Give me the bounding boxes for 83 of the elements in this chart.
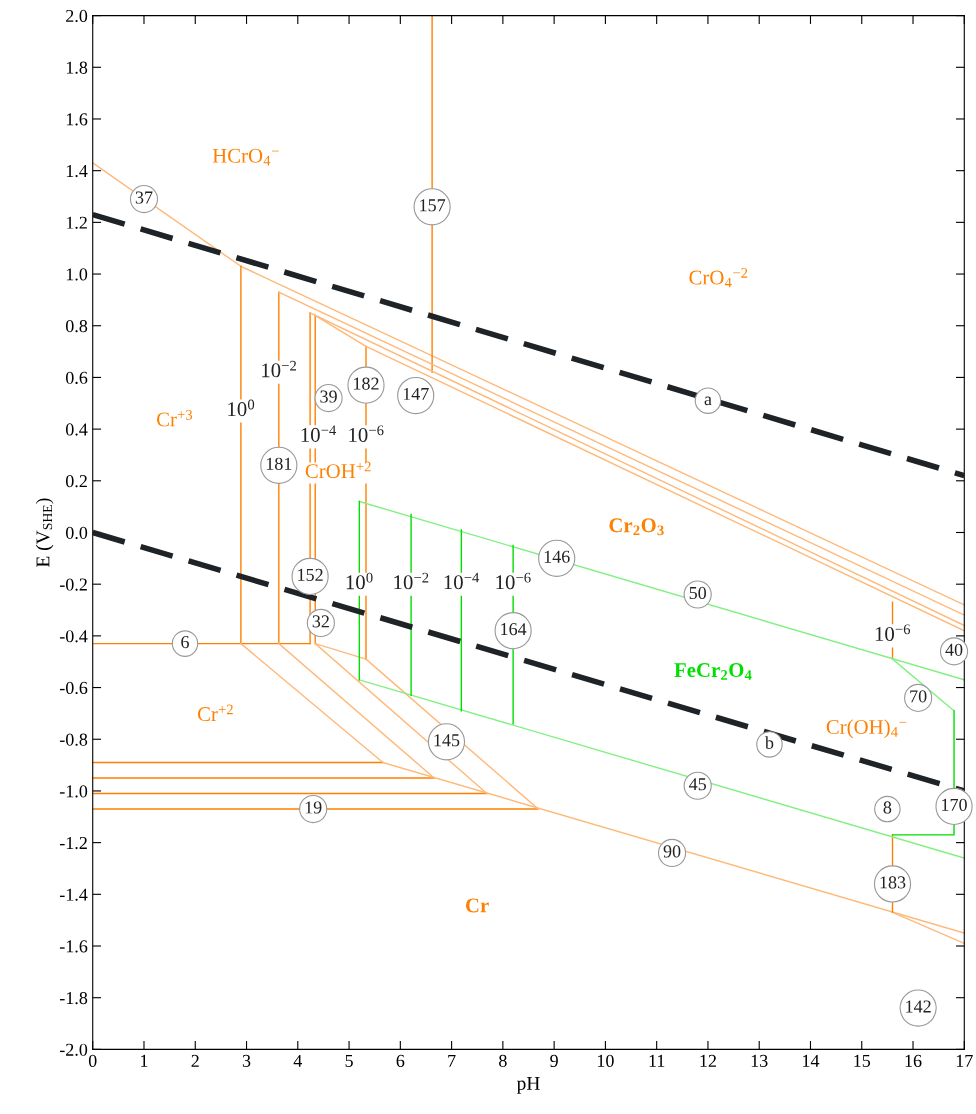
annotation: 10$^{−6}$ (349, 425, 384, 442)
annotation: Cr(OH)$_{4}$$^{−}$ (826, 719, 907, 739)
x-tick-label: 11 (649, 1054, 665, 1067)
y-tick-label: -1.0 (59, 785, 88, 798)
annotation: 182 (354, 377, 379, 390)
annotation: CrOH$^{+2}$ (305, 461, 371, 479)
annotation: 10$^{−6}$ (496, 572, 531, 590)
x-axis-title: pH (516, 1076, 540, 1094)
annotation: 10$^{0}$ (228, 399, 255, 417)
y-tick-label: -0.2 (59, 578, 87, 591)
annotation: 183 (880, 876, 906, 889)
annotation: FeCr$_{2}$O$_{4}$ (674, 663, 752, 680)
y-tick-label: 1.2 (66, 216, 87, 229)
x-tick-label: 13 (751, 1054, 768, 1067)
annotation: 40 (945, 643, 963, 656)
annotation: 19 (305, 801, 322, 814)
annotation: b (764, 736, 774, 749)
y-tick-label: -1.2 (59, 836, 87, 850)
annotation: 10$^{−2}$ (394, 572, 429, 590)
x-tick-label: 16 (905, 1054, 922, 1067)
x-tick-label: 6 (396, 1054, 405, 1067)
annotation: 39 (320, 390, 337, 403)
annotation: 70 (910, 690, 927, 703)
annotation: 45 (689, 778, 707, 791)
annotation: Cr$^{+3}$ (156, 409, 193, 427)
y-tick-label: 1.4 (66, 165, 88, 178)
y-tick-label: 1.0 (66, 268, 88, 281)
y-tick-label: 0.0 (65, 526, 88, 540)
x-tick-label: 1 (141, 1054, 148, 1067)
x-tick-label: 14 (803, 1054, 820, 1067)
y-tick-label: -1.6 (59, 940, 88, 953)
y-tick-label: -0.6 (59, 681, 88, 695)
annotation: 147 (403, 387, 429, 400)
annotation: 152 (298, 568, 323, 581)
x-tick-label: 12 (700, 1054, 716, 1067)
annotation: 157 (420, 199, 446, 212)
annotation: 142 (906, 1000, 931, 1013)
x-tick-label: 8 (499, 1054, 507, 1067)
annotation: a (704, 396, 712, 406)
x-tick-label: 0 (88, 1054, 97, 1067)
annotation: 8 (883, 801, 892, 814)
annotation: 90 (663, 845, 681, 858)
annotation: Cr (465, 898, 489, 913)
x-tick-label: 3 (242, 1054, 251, 1067)
x-tick-label: 10 (597, 1054, 614, 1067)
annotation: 181 (266, 457, 292, 470)
y-tick-label: 2.0 (66, 9, 88, 23)
y-tick-label: -1.8 (59, 991, 88, 1005)
annotation: 10$^{0}$ (346, 572, 373, 590)
x-tick-label: 4 (293, 1054, 303, 1067)
y-axis-title: E (V$_{SHE}$) (35, 498, 54, 568)
annotation: 170 (942, 798, 967, 811)
y-tick-label: 0.6 (65, 371, 88, 384)
annotation: HCrO$_{4}$$^{−}$ (212, 148, 279, 166)
y-tick-label: 0.8 (65, 319, 88, 333)
annotation: 145 (434, 734, 460, 747)
annotation: CrO$_{4}$$^{−2}$ (689, 268, 748, 288)
x-tick-label: 2 (191, 1054, 199, 1067)
annotation: Cr$_{2}$O$_{3}$ (609, 518, 664, 536)
y-tick-label: -0.8 (59, 733, 88, 746)
annotation: Cr$^{+2}$ (197, 704, 233, 722)
annotation: 10$^{−4}$ (301, 425, 337, 442)
annotation: 6 (181, 636, 189, 649)
annotation: 10$^{−4}$ (444, 572, 480, 590)
annotation: 146 (544, 550, 570, 563)
x-tick-label: 9 (550, 1054, 558, 1067)
annotation: 164 (501, 623, 527, 636)
annotation: 10$^{−2}$ (262, 360, 296, 378)
x-tick-label: 7 (448, 1054, 456, 1067)
y-tick-label: -1.4 (59, 888, 88, 901)
y-tick-label: 0.4 (65, 423, 88, 436)
y-tick-label: 1.8 (66, 61, 88, 74)
annotation: 50 (689, 586, 707, 600)
y-tick-label: 1.6 (66, 113, 88, 126)
x-tick-label: 15 (854, 1054, 871, 1067)
annotation: 10$^{−6}$ (875, 624, 911, 641)
annotation: 37 (135, 191, 153, 204)
y-tick-label: -0.4 (59, 630, 88, 643)
x-tick-label: 17 (956, 1054, 973, 1067)
annotation: 32 (312, 615, 329, 628)
y-tick-label: 0.2 (65, 475, 87, 488)
y-tick-label: -2.0 (59, 1043, 88, 1056)
x-tick-label: 5 (345, 1054, 353, 1067)
